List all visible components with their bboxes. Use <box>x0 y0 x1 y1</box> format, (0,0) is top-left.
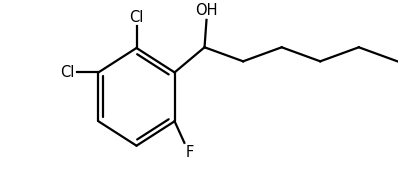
Text: F: F <box>185 145 193 160</box>
Text: Cl: Cl <box>129 10 144 24</box>
Text: Cl: Cl <box>60 65 75 80</box>
Text: OH: OH <box>195 3 218 18</box>
